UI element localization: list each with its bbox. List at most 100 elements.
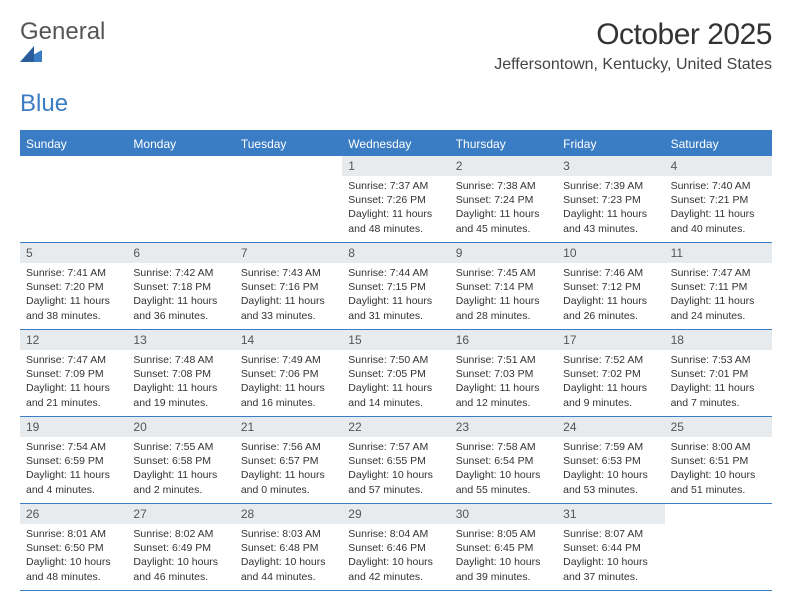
sunrise-text: Sunrise: 7:43 AM — [241, 266, 336, 280]
calendar-cell: 26Sunrise: 8:01 AMSunset: 6:50 PMDayligh… — [20, 504, 127, 590]
sunset-text: Sunset: 7:14 PM — [456, 280, 551, 294]
day-header: Friday — [557, 132, 664, 156]
day-body: Sunrise: 7:47 AMSunset: 7:09 PMDaylight:… — [20, 350, 127, 414]
sunrise-text: Sunrise: 8:05 AM — [456, 527, 551, 541]
day-number: 16 — [450, 330, 557, 350]
calendar-cell: 24Sunrise: 7:59 AMSunset: 6:53 PMDayligh… — [557, 417, 664, 503]
calendar-cell: 9Sunrise: 7:45 AMSunset: 7:14 PMDaylight… — [450, 243, 557, 329]
sunrise-text: Sunrise: 7:47 AM — [26, 353, 121, 367]
sunset-text: Sunset: 6:53 PM — [563, 454, 658, 468]
sunset-text: Sunset: 7:26 PM — [348, 193, 443, 207]
day-body: Sunrise: 7:58 AMSunset: 6:54 PMDaylight:… — [450, 437, 557, 501]
day-body: Sunrise: 7:50 AMSunset: 7:05 PMDaylight:… — [342, 350, 449, 414]
calendar-cell: 16Sunrise: 7:51 AMSunset: 7:03 PMDayligh… — [450, 330, 557, 416]
sunset-text: Sunset: 6:57 PM — [241, 454, 336, 468]
calendar-cell: 15Sunrise: 7:50 AMSunset: 7:05 PMDayligh… — [342, 330, 449, 416]
day-number: 14 — [235, 330, 342, 350]
calendar-body: 1Sunrise: 7:37 AMSunset: 7:26 PMDaylight… — [20, 156, 772, 591]
calendar-week: 5Sunrise: 7:41 AMSunset: 7:20 PMDaylight… — [20, 243, 772, 330]
logo-text: General Blue — [20, 18, 105, 118]
day-number: 2 — [450, 156, 557, 176]
calendar-cell: 28Sunrise: 8:03 AMSunset: 6:48 PMDayligh… — [235, 504, 342, 590]
day-body: Sunrise: 8:01 AMSunset: 6:50 PMDaylight:… — [20, 524, 127, 588]
sunrise-text: Sunrise: 7:44 AM — [348, 266, 443, 280]
calendar-cell: 31Sunrise: 8:07 AMSunset: 6:44 PMDayligh… — [557, 504, 664, 590]
calendar-cell: 13Sunrise: 7:48 AMSunset: 7:08 PMDayligh… — [127, 330, 234, 416]
calendar-cell: 5Sunrise: 7:41 AMSunset: 7:20 PMDaylight… — [20, 243, 127, 329]
day-number: 25 — [665, 417, 772, 437]
logo-right: Blue — [20, 90, 68, 117]
sunset-text: Sunset: 7:06 PM — [241, 367, 336, 381]
sunrise-text: Sunrise: 7:57 AM — [348, 440, 443, 454]
sunrise-text: Sunrise: 7:40 AM — [671, 179, 766, 193]
sunset-text: Sunset: 7:15 PM — [348, 280, 443, 294]
sunrise-text: Sunrise: 7:42 AM — [133, 266, 228, 280]
daylight-text: Daylight: 11 hours and 31 minutes. — [348, 294, 443, 322]
day-number: 3 — [557, 156, 664, 176]
sunset-text: Sunset: 6:48 PM — [241, 541, 336, 555]
daylight-text: Daylight: 11 hours and 40 minutes. — [671, 207, 766, 235]
calendar-cell: 10Sunrise: 7:46 AMSunset: 7:12 PMDayligh… — [557, 243, 664, 329]
sunrise-text: Sunrise: 7:48 AM — [133, 353, 228, 367]
daylight-text: Daylight: 11 hours and 12 minutes. — [456, 381, 551, 409]
sunset-text: Sunset: 6:59 PM — [26, 454, 121, 468]
day-body: Sunrise: 7:43 AMSunset: 7:16 PMDaylight:… — [235, 263, 342, 327]
daylight-text: Daylight: 11 hours and 9 minutes. — [563, 381, 658, 409]
logo-left: General — [20, 18, 105, 45]
daylight-text: Daylight: 11 hours and 38 minutes. — [26, 294, 121, 322]
calendar-cell: 1Sunrise: 7:37 AMSunset: 7:26 PMDaylight… — [342, 156, 449, 242]
day-body: Sunrise: 7:55 AMSunset: 6:58 PMDaylight:… — [127, 437, 234, 501]
sunset-text: Sunset: 6:51 PM — [671, 454, 766, 468]
day-body: Sunrise: 7:49 AMSunset: 7:06 PMDaylight:… — [235, 350, 342, 414]
day-number: 4 — [665, 156, 772, 176]
sunrise-text: Sunrise: 7:56 AM — [241, 440, 336, 454]
day-body: Sunrise: 7:38 AMSunset: 7:24 PMDaylight:… — [450, 176, 557, 240]
sunrise-text: Sunrise: 7:52 AM — [563, 353, 658, 367]
page-subtitle: Jeffersontown, Kentucky, United States — [494, 56, 772, 74]
sunset-text: Sunset: 7:05 PM — [348, 367, 443, 381]
daylight-text: Daylight: 11 hours and 45 minutes. — [456, 207, 551, 235]
calendar-cell: 20Sunrise: 7:55 AMSunset: 6:58 PMDayligh… — [127, 417, 234, 503]
daylight-text: Daylight: 11 hours and 21 minutes. — [26, 381, 121, 409]
calendar-cell: 14Sunrise: 7:49 AMSunset: 7:06 PMDayligh… — [235, 330, 342, 416]
daylight-text: Daylight: 11 hours and 0 minutes. — [241, 468, 336, 496]
calendar-cell: 27Sunrise: 8:02 AMSunset: 6:49 PMDayligh… — [127, 504, 234, 590]
logo-icon — [20, 46, 105, 62]
calendar-cell: 6Sunrise: 7:42 AMSunset: 7:18 PMDaylight… — [127, 243, 234, 329]
sunrise-text: Sunrise: 8:02 AM — [133, 527, 228, 541]
sunrise-text: Sunrise: 8:00 AM — [671, 440, 766, 454]
day-body: Sunrise: 8:00 AMSunset: 6:51 PMDaylight:… — [665, 437, 772, 501]
day-header: Sunday — [20, 132, 127, 156]
calendar-cell: 11Sunrise: 7:47 AMSunset: 7:11 PMDayligh… — [665, 243, 772, 329]
calendar-cell: 2Sunrise: 7:38 AMSunset: 7:24 PMDaylight… — [450, 156, 557, 242]
sunset-text: Sunset: 7:01 PM — [671, 367, 766, 381]
day-body: Sunrise: 7:53 AMSunset: 7:01 PMDaylight:… — [665, 350, 772, 414]
calendar-week: 12Sunrise: 7:47 AMSunset: 7:09 PMDayligh… — [20, 330, 772, 417]
sunset-text: Sunset: 7:09 PM — [26, 367, 121, 381]
day-body: Sunrise: 7:51 AMSunset: 7:03 PMDaylight:… — [450, 350, 557, 414]
sunset-text: Sunset: 6:55 PM — [348, 454, 443, 468]
sunset-text: Sunset: 6:54 PM — [456, 454, 551, 468]
sunrise-text: Sunrise: 7:45 AM — [456, 266, 551, 280]
calendar-cell — [235, 156, 342, 242]
day-headers: SundayMondayTuesdayWednesdayThursdayFrid… — [20, 132, 772, 156]
sunset-text: Sunset: 7:08 PM — [133, 367, 228, 381]
daylight-text: Daylight: 10 hours and 46 minutes. — [133, 555, 228, 583]
sunrise-text: Sunrise: 7:53 AM — [671, 353, 766, 367]
daylight-text: Daylight: 10 hours and 51 minutes. — [671, 468, 766, 496]
day-body: Sunrise: 8:03 AMSunset: 6:48 PMDaylight:… — [235, 524, 342, 588]
calendar-cell: 29Sunrise: 8:04 AMSunset: 6:46 PMDayligh… — [342, 504, 449, 590]
calendar-cell: 23Sunrise: 7:58 AMSunset: 6:54 PMDayligh… — [450, 417, 557, 503]
sunset-text: Sunset: 7:12 PM — [563, 280, 658, 294]
day-number: 29 — [342, 504, 449, 524]
day-number: 6 — [127, 243, 234, 263]
sunset-text: Sunset: 7:20 PM — [26, 280, 121, 294]
calendar-cell: 30Sunrise: 8:05 AMSunset: 6:45 PMDayligh… — [450, 504, 557, 590]
day-body: Sunrise: 7:44 AMSunset: 7:15 PMDaylight:… — [342, 263, 449, 327]
day-number: 9 — [450, 243, 557, 263]
calendar-cell: 3Sunrise: 7:39 AMSunset: 7:23 PMDaylight… — [557, 156, 664, 242]
day-body: Sunrise: 7:42 AMSunset: 7:18 PMDaylight:… — [127, 263, 234, 327]
calendar-cell: 7Sunrise: 7:43 AMSunset: 7:16 PMDaylight… — [235, 243, 342, 329]
daylight-text: Daylight: 11 hours and 4 minutes. — [26, 468, 121, 496]
sunset-text: Sunset: 7:18 PM — [133, 280, 228, 294]
